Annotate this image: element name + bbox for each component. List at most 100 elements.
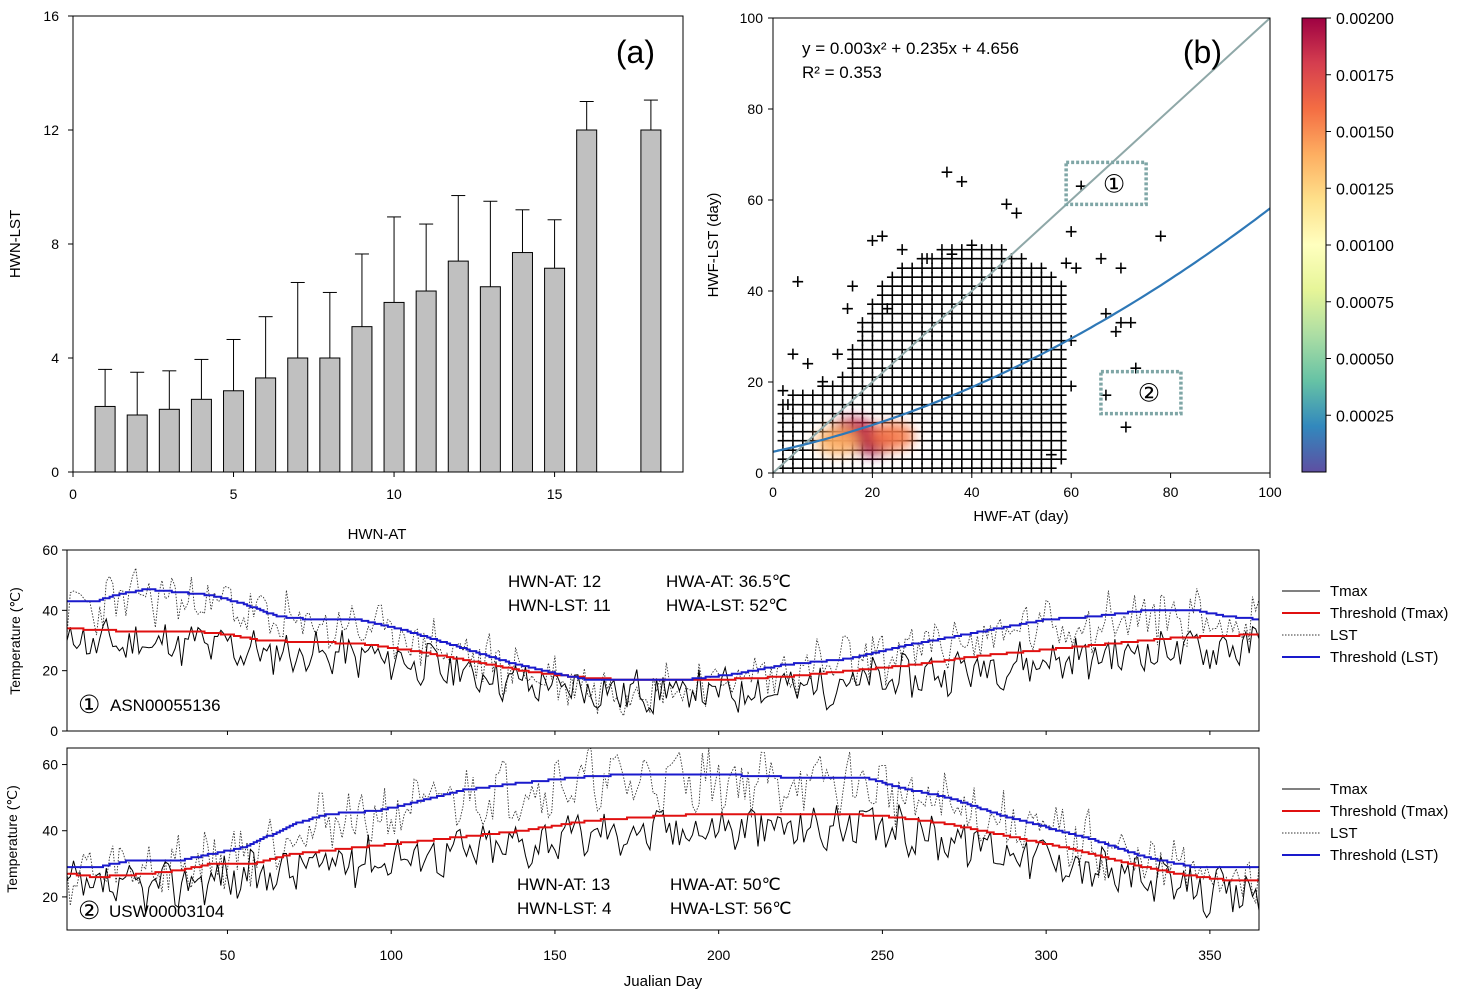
scatter-point: + xyxy=(1095,246,1108,271)
panel-a-x-ticks: 0 5 10 15 xyxy=(69,472,563,502)
density-point: + xyxy=(1035,255,1048,280)
density-point: + xyxy=(916,419,929,444)
density-point: + xyxy=(936,437,949,462)
density-point: + xyxy=(1035,301,1048,326)
colorbar xyxy=(1301,17,1327,473)
scatter-point: + xyxy=(831,342,844,367)
density-point: + xyxy=(995,310,1008,335)
density-point: + xyxy=(945,310,958,335)
density-point: + xyxy=(876,328,889,353)
density-point: + xyxy=(955,310,968,335)
bar xyxy=(544,267,566,473)
density-point: + xyxy=(1045,264,1058,289)
density-point: + xyxy=(916,355,929,380)
density-point: + xyxy=(965,292,978,317)
density-point: + xyxy=(1015,437,1028,462)
density-point: + xyxy=(936,319,949,344)
density-point: + xyxy=(1025,410,1038,435)
density-point: + xyxy=(846,455,859,480)
density-point: + xyxy=(955,419,968,444)
density-point: + xyxy=(896,301,909,326)
density-point: + xyxy=(816,392,829,417)
density-point: + xyxy=(1035,328,1048,353)
panel-b-x-ticks: 0 20 40 60 80 100 xyxy=(769,473,1282,500)
density-point: + xyxy=(876,319,889,344)
density-point: + xyxy=(896,255,909,280)
density-point: + xyxy=(876,337,889,362)
y-tick-label: 60 xyxy=(747,192,763,208)
density-point: + xyxy=(995,410,1008,435)
panel-b-y-ticks: 0 20 40 60 80 100 xyxy=(740,10,773,481)
density-point: + xyxy=(896,446,909,471)
density-point: + xyxy=(975,283,988,308)
station-2-x-ticks: 50 100 150 200 250 300 350 xyxy=(220,930,1222,963)
density-point: + xyxy=(1045,301,1058,326)
density-point: + xyxy=(806,410,819,435)
bar xyxy=(351,326,373,473)
density-point: + xyxy=(926,446,939,471)
density-point: + xyxy=(936,246,949,271)
density-point: + xyxy=(876,292,889,317)
legend-label: Threshold (LST) xyxy=(1330,847,1438,864)
density-point: + xyxy=(1055,392,1068,417)
density-point: + xyxy=(777,410,790,435)
density-point: + xyxy=(886,383,899,408)
scatter-point: + xyxy=(1010,201,1023,226)
density-point: + xyxy=(1025,374,1038,399)
density-point: + xyxy=(876,273,889,298)
density-point: + xyxy=(985,410,998,435)
density-point: + xyxy=(906,264,919,289)
density-point: + xyxy=(856,455,869,480)
density-point: + xyxy=(1015,273,1028,298)
annotation-box xyxy=(1064,160,1148,207)
scatter-point: + xyxy=(841,296,854,321)
density-point: + xyxy=(985,237,998,262)
density-point: + xyxy=(995,246,1008,271)
density-point: + xyxy=(846,364,859,389)
density-point: + xyxy=(866,310,879,335)
density-point: + xyxy=(836,392,849,417)
density-point: + xyxy=(936,374,949,399)
y-tick-label: 20 xyxy=(42,663,58,679)
density-point: + xyxy=(975,255,988,280)
density-point: + xyxy=(836,364,849,389)
x-tick-label: 350 xyxy=(1198,947,1222,963)
density-point: + xyxy=(866,328,879,353)
density-point: + xyxy=(945,246,958,271)
density-point: + xyxy=(1035,401,1048,426)
density-point: + xyxy=(836,374,849,399)
y-tick-label: 8 xyxy=(51,236,59,252)
density-point: + xyxy=(985,301,998,326)
density-point: + xyxy=(926,455,939,480)
density-point: + xyxy=(945,355,958,380)
density-point: + xyxy=(1055,301,1068,326)
density-point: + xyxy=(936,283,949,308)
density-point: + xyxy=(916,310,929,335)
density-point: + xyxy=(936,364,949,389)
density-point: + xyxy=(975,292,988,317)
density-point: + xyxy=(965,273,978,298)
density-point: + xyxy=(995,374,1008,399)
density-point: + xyxy=(1005,264,1018,289)
x-tick-label: 200 xyxy=(707,947,731,963)
density-point: + xyxy=(806,419,819,444)
scatter-point: + xyxy=(777,378,790,403)
density-point: + xyxy=(896,310,909,335)
density-point: + xyxy=(836,455,849,480)
density-point: + xyxy=(896,401,909,426)
density-point: + xyxy=(896,392,909,417)
density-point: + xyxy=(856,364,869,389)
scatter-point: + xyxy=(1100,383,1113,408)
density-point: + xyxy=(936,346,949,371)
density-point: + xyxy=(896,383,909,408)
density-point: + xyxy=(896,273,909,298)
density-point: + xyxy=(955,237,968,262)
density-point: + xyxy=(786,419,799,444)
panel-a-y-ticks: 0 4 8 12 16 xyxy=(43,8,73,480)
colorbar-tick-label: 0.00100 xyxy=(1336,238,1394,255)
scatter-point: + xyxy=(1124,310,1137,335)
density-point: + xyxy=(945,364,958,389)
bar xyxy=(415,290,437,473)
density-point: + xyxy=(866,337,879,362)
scatter-point: + xyxy=(1114,310,1127,335)
